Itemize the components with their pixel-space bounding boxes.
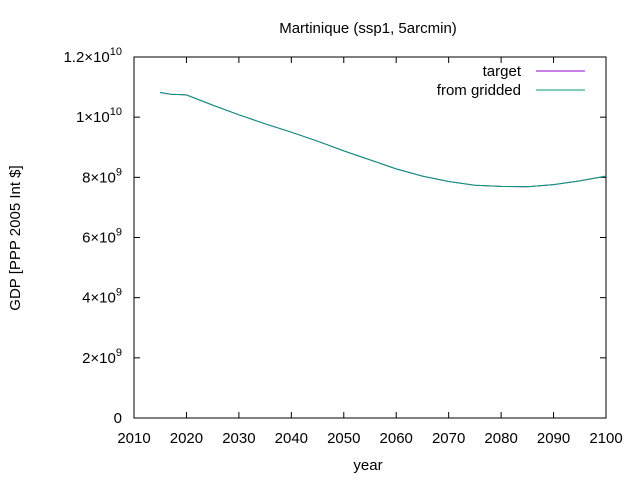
x-axis-label: year [353, 457, 382, 474]
y-tick-label: 1.2×1010 [63, 46, 122, 66]
plot-frame [133, 56, 607, 419]
x-tick-label: 2100 [589, 430, 622, 447]
y-tick-labels: 0 2×109 4×109 6×109 8×109 1×1010 1.2×1010 [63, 46, 122, 427]
x-tick-labels: 2010 2020 2030 2040 2050 2060 2070 2080 2090 2100 [117, 430, 622, 447]
x-tick-label: 2080 [484, 430, 517, 447]
y-axis-label: GDP [PPP 2005 Int $] [7, 165, 24, 310]
series-lines [160, 92, 607, 188]
x-tick-label: 2060 [380, 430, 413, 447]
x-tick-label: 2090 [537, 430, 570, 447]
x-tick-label: 2030 [222, 430, 255, 447]
chart-title: Martinique (ssp1, 5arcmin) [279, 20, 457, 37]
series-line-target [160, 92, 607, 188]
y-tick-label: 0 [114, 410, 122, 427]
y-tick-label: 2×109 [82, 347, 122, 367]
y-tick-label: 8×109 [82, 166, 122, 186]
legend-label: target [483, 63, 522, 80]
x-tick-label: 2050 [327, 430, 360, 447]
x-tick-label: 2020 [170, 430, 203, 447]
y-tick-label: 1×1010 [76, 106, 122, 126]
legend: target from gridded [437, 63, 585, 99]
y-tick-label: 4×109 [82, 287, 122, 307]
series-line-from-gridded [160, 92, 607, 188]
x-tick-label: 2010 [117, 430, 150, 447]
x-tick-label: 2070 [432, 430, 465, 447]
axis-ticks [133, 56, 607, 419]
y-tick-label: 6×109 [82, 227, 122, 247]
legend-label: from gridded [437, 82, 521, 99]
x-tick-label: 2040 [275, 430, 308, 447]
